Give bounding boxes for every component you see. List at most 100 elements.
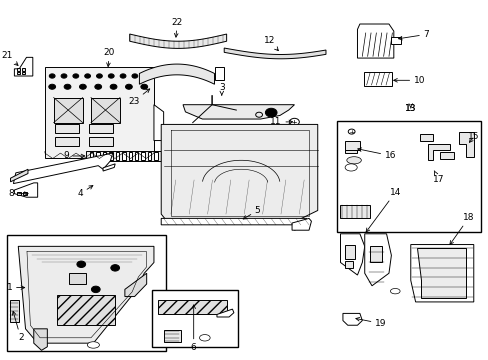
Bar xyxy=(90,152,93,159)
Bar xyxy=(17,68,20,71)
Circle shape xyxy=(96,74,102,78)
Circle shape xyxy=(132,74,138,78)
Polygon shape xyxy=(363,72,391,86)
Circle shape xyxy=(77,261,85,267)
Text: 5: 5 xyxy=(243,206,260,219)
Bar xyxy=(147,152,151,159)
Text: 14: 14 xyxy=(366,188,400,232)
Polygon shape xyxy=(458,132,473,157)
Bar xyxy=(345,140,359,149)
Bar xyxy=(7,235,166,351)
Bar xyxy=(345,261,352,268)
Text: 9: 9 xyxy=(63,152,84,161)
Polygon shape xyxy=(339,205,369,218)
Bar xyxy=(151,290,237,347)
Circle shape xyxy=(61,74,67,78)
Text: 12: 12 xyxy=(263,36,278,51)
Text: 10: 10 xyxy=(393,76,425,85)
Bar xyxy=(10,300,19,321)
Polygon shape xyxy=(217,309,233,317)
Text: 23: 23 xyxy=(128,89,149,106)
Bar xyxy=(369,246,381,262)
Bar xyxy=(88,137,113,146)
Polygon shape xyxy=(357,24,393,58)
Circle shape xyxy=(84,74,90,78)
Polygon shape xyxy=(14,183,38,197)
Bar xyxy=(86,151,168,161)
Circle shape xyxy=(91,286,100,293)
Bar xyxy=(21,72,25,74)
Polygon shape xyxy=(183,105,294,119)
Circle shape xyxy=(110,84,117,89)
Text: 13: 13 xyxy=(404,104,416,113)
Polygon shape xyxy=(158,300,226,315)
Bar xyxy=(88,125,113,134)
Polygon shape xyxy=(364,234,390,286)
Bar xyxy=(17,192,20,195)
Bar xyxy=(128,152,132,159)
Bar xyxy=(345,149,357,153)
Polygon shape xyxy=(390,37,400,44)
Circle shape xyxy=(125,84,132,89)
Polygon shape xyxy=(161,219,306,230)
Bar xyxy=(141,152,144,159)
Ellipse shape xyxy=(87,342,99,348)
Polygon shape xyxy=(124,273,146,297)
Polygon shape xyxy=(154,105,163,140)
Bar xyxy=(69,273,86,284)
Bar xyxy=(55,137,79,146)
Bar xyxy=(163,329,180,342)
Text: 7: 7 xyxy=(398,30,428,40)
Text: 1: 1 xyxy=(7,283,24,292)
Ellipse shape xyxy=(345,164,357,171)
Circle shape xyxy=(73,74,79,78)
Bar xyxy=(109,152,112,159)
Text: 21: 21 xyxy=(1,51,18,66)
Text: 6: 6 xyxy=(190,305,196,352)
Bar xyxy=(21,68,25,71)
Polygon shape xyxy=(416,248,466,298)
Bar xyxy=(336,121,480,232)
Bar xyxy=(345,244,354,259)
Polygon shape xyxy=(14,57,33,76)
Polygon shape xyxy=(340,234,364,275)
Bar xyxy=(122,152,125,159)
Bar xyxy=(55,125,79,134)
Circle shape xyxy=(141,84,147,89)
Circle shape xyxy=(265,108,277,117)
Text: 15: 15 xyxy=(467,132,479,142)
Bar xyxy=(102,152,106,159)
Text: 2: 2 xyxy=(12,311,23,342)
Bar xyxy=(23,192,27,195)
Bar xyxy=(96,152,100,159)
Polygon shape xyxy=(34,329,47,350)
Text: 3: 3 xyxy=(219,83,224,95)
Circle shape xyxy=(49,84,56,89)
Polygon shape xyxy=(129,34,226,48)
Bar xyxy=(135,152,138,159)
Polygon shape xyxy=(18,246,154,343)
Circle shape xyxy=(143,74,149,78)
Text: 22: 22 xyxy=(171,18,183,37)
Circle shape xyxy=(95,84,102,89)
Bar xyxy=(154,152,157,159)
Polygon shape xyxy=(291,219,311,230)
Polygon shape xyxy=(13,153,113,184)
Text: 19: 19 xyxy=(355,318,386,328)
Text: 11: 11 xyxy=(270,117,292,126)
Polygon shape xyxy=(161,125,317,223)
Text: 8: 8 xyxy=(9,189,28,198)
Polygon shape xyxy=(224,48,325,59)
Polygon shape xyxy=(427,144,448,160)
Text: 4: 4 xyxy=(77,185,93,198)
Ellipse shape xyxy=(346,157,361,164)
Polygon shape xyxy=(103,164,115,171)
Text: 20: 20 xyxy=(103,48,115,67)
Text: 13: 13 xyxy=(404,104,416,113)
Bar xyxy=(439,152,453,159)
Bar xyxy=(116,152,119,159)
Bar xyxy=(45,67,154,158)
Text: 17: 17 xyxy=(432,171,443,184)
Bar xyxy=(91,98,120,123)
Ellipse shape xyxy=(199,334,210,341)
